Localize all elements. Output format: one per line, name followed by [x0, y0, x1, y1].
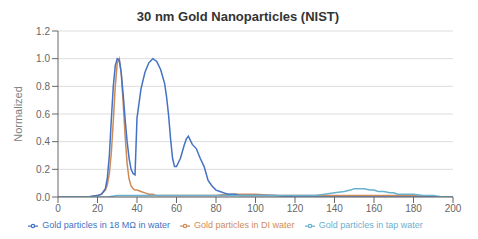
- svg-text:0.0: 0.0: [36, 192, 50, 203]
- svg-text:60: 60: [171, 203, 183, 214]
- svg-text:0.2: 0.2: [36, 164, 50, 175]
- svg-text:160: 160: [366, 203, 383, 214]
- svg-text:Normalized: Normalized: [12, 86, 24, 142]
- svg-text:1.0: 1.0: [36, 53, 50, 64]
- html-text:Gold particles in 18 MΩ in wat: Gold particles in 18 MΩ in water: [42, 220, 171, 230]
- svg-text:0.6: 0.6: [36, 109, 50, 120]
- svg-text:0: 0: [55, 203, 61, 214]
- html-text:30 nm Gold Nanoparticles (NIST: 30 nm Gold Nanoparticles (NIST): [136, 9, 340, 24]
- svg-text:20: 20: [92, 203, 104, 214]
- svg-text:120: 120: [287, 203, 304, 214]
- svg-text:40: 40: [131, 203, 143, 214]
- svg-text:80: 80: [210, 203, 222, 214]
- svg-text:200: 200: [445, 203, 462, 214]
- svg-text:100: 100: [247, 203, 264, 214]
- svg-text:140: 140: [326, 203, 343, 214]
- svg-text:0.8: 0.8: [36, 81, 50, 92]
- svg-text:180: 180: [405, 203, 422, 214]
- svg-text:0.4: 0.4: [36, 136, 50, 147]
- svg-text:1.2: 1.2: [36, 26, 50, 37]
- html-text:Gold particles in tap water: Gold particles in tap water: [318, 220, 423, 230]
- html-text:Gold particles in DI water: Gold particles in DI water: [194, 220, 295, 230]
